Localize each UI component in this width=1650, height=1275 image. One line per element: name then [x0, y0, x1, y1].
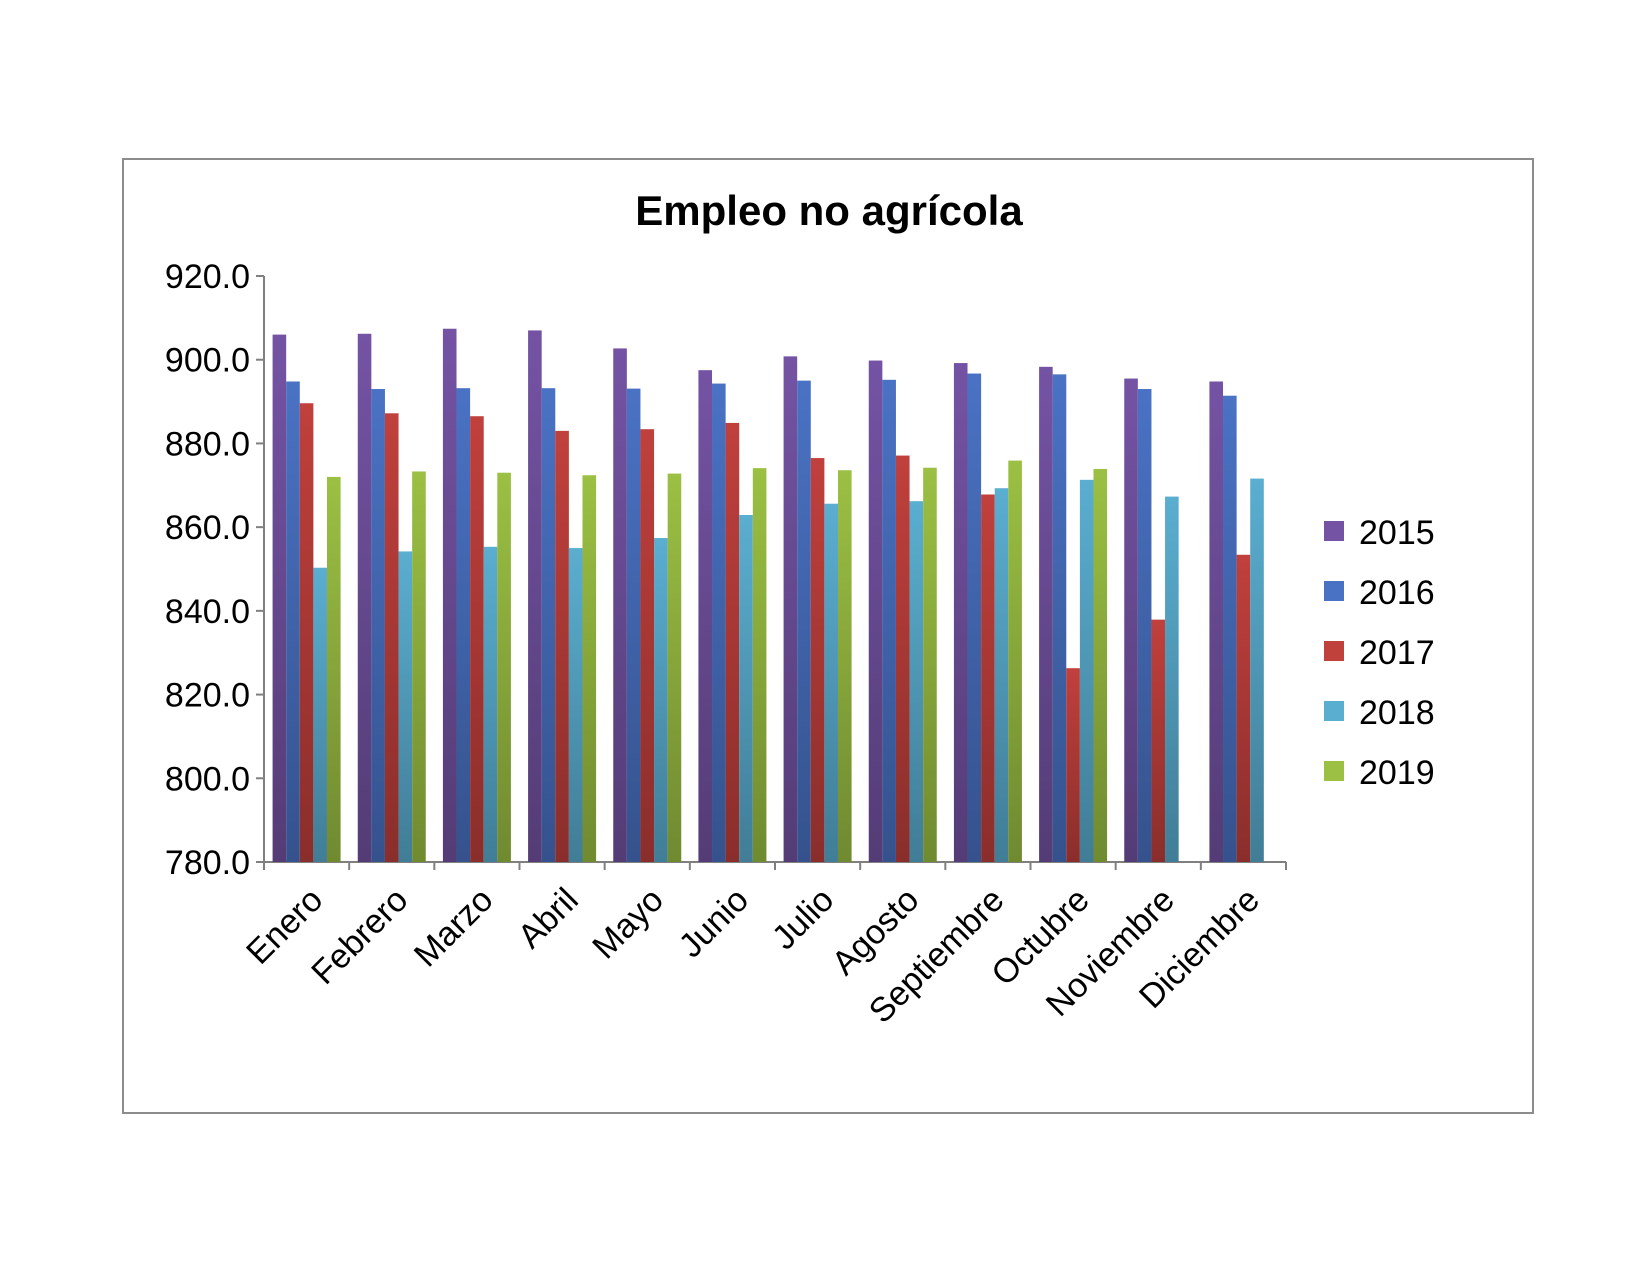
bar-2016-Abril	[541, 388, 556, 862]
bar-2019-Junio	[752, 468, 767, 862]
bar-2015-Octubre	[1039, 366, 1053, 862]
bar-2016-Febrero	[371, 389, 385, 862]
legend-label: 2018	[1359, 694, 1435, 732]
bar-2017-Junio	[725, 422, 740, 862]
bar-2017-Marzo	[470, 416, 484, 862]
bar-2017-Abril	[555, 430, 569, 862]
legend-label: 2016	[1359, 574, 1435, 612]
y-tick-label: 860.0	[165, 509, 250, 547]
bar-2015-Febrero	[357, 333, 372, 862]
bar-2016-Diciembre	[1223, 395, 1237, 862]
bar-2015-Noviembre	[1124, 378, 1138, 862]
y-tick-label: 840.0	[165, 593, 250, 631]
legend-swatch-2015	[1324, 521, 1344, 541]
x-tick-label: Julio	[765, 881, 841, 957]
legend-label: 2019	[1359, 754, 1435, 792]
bar-2018-Noviembre	[1165, 496, 1179, 862]
chart-svg: Empleo no agrícola 920.0 900.0 880.0 860.0 8…	[165, 187, 1435, 1031]
bar-2018-Octubre	[1079, 479, 1094, 862]
bar-2015-Diciembre	[1209, 381, 1224, 862]
x-tick-label: Junio	[672, 881, 756, 965]
legend-swatch-2016	[1324, 581, 1344, 601]
bar-2019-Mayo	[667, 473, 682, 862]
bar-2015-Agosto	[868, 360, 883, 862]
x-tick-label: Febrero	[304, 881, 415, 992]
bar-2016-Agosto	[882, 379, 896, 862]
bar-2015-Julio	[783, 356, 798, 862]
bar-2015-Septiembre	[953, 363, 968, 862]
bar-2016-Mayo	[626, 388, 641, 862]
chart-frame: Empleo no agrícola 920.0 900.0 880.0 860.0 8…	[122, 158, 1534, 1114]
bar-2017-Octubre	[1066, 668, 1080, 862]
bar-2019-Octubre	[1093, 468, 1108, 862]
y-tick-label: 800.0	[165, 760, 250, 798]
bar-2017-Mayo	[640, 429, 655, 862]
bar-2017-Noviembre	[1151, 619, 1166, 862]
bar-2017-Septiembre	[981, 494, 995, 862]
x-tick-label: Mayo	[585, 881, 671, 967]
bar-2016-Junio	[712, 383, 726, 862]
bar-2016-Julio	[797, 380, 811, 862]
bar-2018-Abril	[568, 548, 583, 862]
bar-2018-Agosto	[909, 501, 924, 862]
y-tick-label: 920.0	[165, 258, 250, 296]
bar-2015-Marzo	[442, 328, 457, 862]
bar-2019-Agosto	[923, 467, 937, 862]
bar-2018-Diciembre	[1250, 478, 1264, 862]
bar-2018-Enero	[313, 567, 327, 862]
y-tick-label: 780.0	[165, 844, 250, 882]
y-tick-label: 900.0	[165, 342, 250, 380]
bar-2015-Enero	[272, 334, 287, 863]
bar-2017-Febrero	[384, 413, 399, 862]
bar-2019-Julio	[837, 470, 852, 862]
bar-2017-Julio	[810, 458, 825, 862]
legend-label: 2017	[1359, 634, 1435, 672]
x-tick-label: Abril	[511, 881, 586, 956]
bar-2016-Octubre	[1052, 374, 1067, 862]
legend-label: 2015	[1359, 514, 1435, 552]
bar-2018-Marzo	[483, 546, 498, 862]
bar-2016-Noviembre	[1137, 389, 1152, 862]
legend: 2015 2016 2017 2018 2019	[1324, 514, 1435, 792]
bar-2015-Abril	[528, 330, 542, 862]
bars	[272, 328, 1264, 863]
bar-2015-Junio	[698, 370, 713, 862]
legend-swatch-2019	[1324, 761, 1344, 781]
bar-2018-Mayo	[654, 538, 668, 862]
x-tick-label: Marzo	[407, 881, 501, 975]
bar-2017-Enero	[299, 403, 314, 862]
legend-swatch-2017	[1324, 641, 1344, 661]
bar-2018-Febrero	[398, 551, 413, 862]
bar-2018-Septiembre	[994, 488, 1009, 862]
bar-2019-Enero	[326, 476, 341, 862]
chart-title: Empleo no agrícola	[635, 187, 1023, 234]
y-axis: 920.0 900.0 880.0 860.0 840.0 820.0 800.0 780.0	[165, 258, 265, 882]
bar-2015-Mayo	[613, 348, 627, 862]
y-tick-label: 820.0	[165, 677, 250, 715]
bar-2019-Septiembre	[1008, 460, 1022, 862]
bar-2018-Junio	[739, 515, 753, 862]
bar-2017-Agosto	[895, 455, 910, 862]
bar-2019-Abril	[582, 475, 597, 862]
bar-2016-Marzo	[456, 388, 471, 862]
y-tick-label: 880.0	[165, 425, 250, 463]
bar-2017-Diciembre	[1236, 554, 1251, 862]
bar-2016-Enero	[286, 381, 300, 862]
bar-2019-Marzo	[497, 472, 511, 862]
legend-swatch-2018	[1324, 701, 1344, 721]
bar-2018-Julio	[824, 503, 838, 862]
bar-2019-Febrero	[412, 471, 426, 862]
bar-2016-Septiembre	[967, 373, 982, 862]
